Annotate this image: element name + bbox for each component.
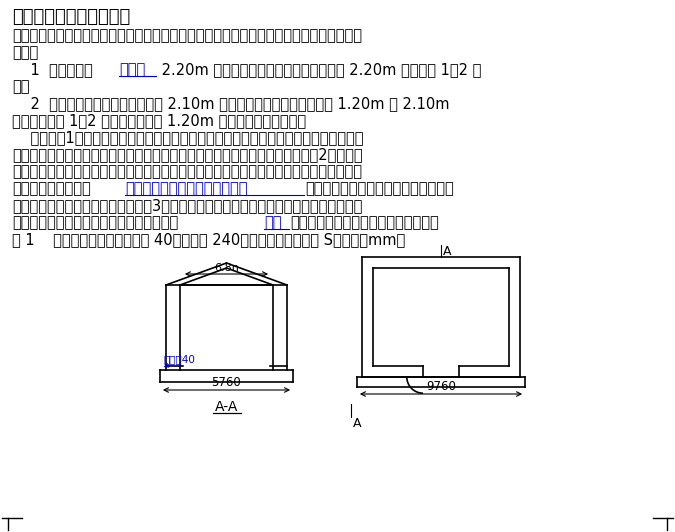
Text: 楼板底面或吊顶底面之间的垂直距离。: 楼板底面或吊顶底面之间的垂直距离。 <box>290 215 439 230</box>
Text: 屋面板找坡的平屋顶单层建筑物: 屋面板找坡的平屋顶单层建筑物 <box>125 181 248 196</box>
Text: 说明：（1）建筑面积的计算是以勒脚以上外墙结构外边线计算，勒脚是墙根部很矮的: 说明：（1）建筑面积的计算是以勒脚以上外墙结构外边线计算，勒脚是墙根部很矮的 <box>12 130 364 145</box>
Text: 2.20m 及以上者应计算全面积；高度不足 2.20m 者应计算 1／2 面: 2.20m 及以上者应计算全面积；高度不足 2.20m 者应计算 1／2 面 <box>157 62 481 77</box>
Text: 2  利用坡屋顶内空间时净高超过 2.10m 的部位应计算全面积；净高在 1.20m 至 2.10m: 2 利用坡屋顶内空间时净高超过 2.10m 的部位应计算全面积；净高在 1.20… <box>12 96 450 111</box>
Text: ，其高度指室内地面标高至屋面板最低: ，其高度指室内地面标高至屋面板最低 <box>305 181 454 196</box>
Text: A: A <box>443 245 452 258</box>
Text: 规定：: 规定： <box>12 45 38 60</box>
Text: 高确定其面积的计算。净高指楼面或地面至: 高确定其面积的计算。净高指楼面或地面至 <box>12 215 178 230</box>
Text: 6.8n: 6.8n <box>214 263 239 273</box>
Text: 勒脚厚40: 勒脚厚40 <box>164 354 196 364</box>
Text: 高度在: 高度在 <box>119 62 145 77</box>
Text: （一）单层建筑物的建筑面积，应按其外墙勒脚以上结构外围水平面积计算，并应符合下列: （一）单层建筑物的建筑面积，应按其外墙勒脚以上结构外围水平面积计算，并应符合下列 <box>12 28 362 43</box>
Text: 的部位应计算 1／2 面积；净高不足 1.20m 的部位不应计算面积。: 的部位应计算 1／2 面积；净高不足 1.20m 的部位不应计算面积。 <box>12 113 306 128</box>
Text: 上部: 上部 <box>264 215 281 230</box>
Text: 的垂直距离。遇有以: 的垂直距离。遇有以 <box>12 181 90 196</box>
Text: 一部分墙体加厚，不能代表整个外墙结构，因此要扣除勒脚墙体加厚的部分。（2）单层建: 一部分墙体加厚，不能代表整个外墙结构，因此要扣除勒脚墙体加厚的部分。（2）单层建 <box>12 147 362 162</box>
Text: 1  单层建筑物: 1 单层建筑物 <box>12 62 92 77</box>
Text: A-A: A-A <box>215 400 238 414</box>
Text: 积。: 积。 <box>12 79 30 94</box>
Text: 9760: 9760 <box>426 380 456 393</box>
Text: 例 1    如下图单层建筑，勒脚厚 40，墙体厚 240，试计算其建筑面积 S（单位：mm）: 例 1 如下图单层建筑，勒脚厚 40，墙体厚 240，试计算其建筑面积 S（单位… <box>12 232 405 247</box>
Text: 处板面结构标高之间的垂直距离。（3）坡屋顶内建筑面积计算时将坡屋顶的建筑按不同净: 处板面结构标高之间的垂直距离。（3）坡屋顶内建筑面积计算时将坡屋顶的建筑按不同净 <box>12 198 362 213</box>
Text: 筑物应按不同的高度确定其面积的计算。其高度指室内地面标高至屋面板板面结构标高之间: 筑物应按不同的高度确定其面积的计算。其高度指室内地面标高至屋面板板面结构标高之间 <box>12 164 362 179</box>
Text: 5760: 5760 <box>212 376 242 389</box>
Text: 三、计算建筑面积的范围: 三、计算建筑面积的范围 <box>12 8 130 26</box>
Text: A: A <box>353 417 362 430</box>
